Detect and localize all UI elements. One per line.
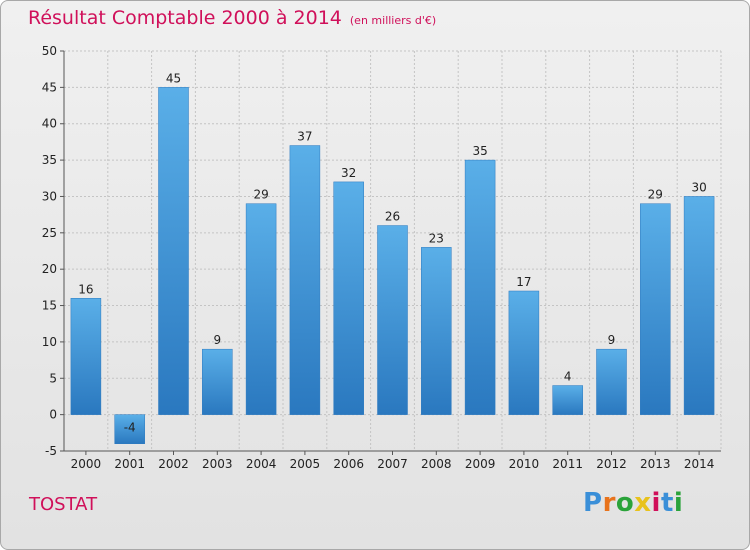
bar bbox=[158, 87, 189, 415]
x-tick-label: 2006 bbox=[333, 457, 364, 471]
x-tick-label: 2009 bbox=[465, 457, 496, 471]
bar bbox=[508, 290, 540, 415]
x-tick-label: 2000 bbox=[71, 457, 102, 471]
proxiti-logo: Proxiti bbox=[583, 488, 683, 518]
x-tick-label: 2002 bbox=[158, 457, 189, 471]
bar bbox=[421, 247, 452, 415]
logo-letter: r bbox=[602, 488, 616, 518]
data-label: 26 bbox=[385, 210, 400, 224]
bar bbox=[596, 348, 627, 415]
data-label: 37 bbox=[297, 130, 312, 144]
data-label: 29 bbox=[648, 188, 663, 202]
x-tick-label: 2003 bbox=[202, 457, 233, 471]
bar bbox=[245, 203, 277, 415]
x-tick-label: 2014 bbox=[684, 457, 715, 471]
data-label: 9 bbox=[213, 333, 221, 347]
bars bbox=[70, 87, 715, 444]
y-tick-label: 40 bbox=[42, 117, 57, 131]
y-tick-label: 20 bbox=[42, 262, 57, 276]
bar bbox=[289, 145, 321, 415]
y-tick-label: 0 bbox=[49, 408, 57, 422]
data-label: 23 bbox=[429, 231, 444, 245]
bar bbox=[683, 196, 715, 415]
data-label: 29 bbox=[253, 188, 268, 202]
x-tick-label: 2007 bbox=[377, 457, 408, 471]
chart-title: Résultat Comptable 2000 à 2014 (en millie… bbox=[28, 7, 436, 29]
logo-letter: i bbox=[673, 488, 684, 518]
data-label: 9 bbox=[608, 333, 616, 347]
logo-letter: i bbox=[651, 488, 661, 518]
data-label: 45 bbox=[166, 71, 181, 85]
y-tick-label: 30 bbox=[42, 189, 57, 203]
title-main: Résultat Comptable 2000 à 2014 bbox=[28, 7, 342, 29]
x-tick-label: 2011 bbox=[552, 457, 583, 471]
bar bbox=[377, 225, 408, 415]
logo-letter: x bbox=[634, 488, 652, 518]
x-tick-label: 2008 bbox=[421, 457, 452, 471]
data-label: 30 bbox=[691, 180, 706, 194]
y-tick-label: 35 bbox=[42, 153, 57, 167]
bar bbox=[640, 203, 671, 415]
data-label: -4 bbox=[124, 421, 136, 435]
y-tick-label: 15 bbox=[42, 299, 57, 313]
bar bbox=[333, 181, 364, 415]
x-tick-label: 2004 bbox=[246, 457, 277, 471]
bar bbox=[70, 298, 102, 415]
x-tick-label: 2012 bbox=[596, 457, 627, 471]
y-tick-label: -5 bbox=[45, 444, 57, 458]
data-labels: 16 -4 45 9 29 37 32 26 23 35 17 4 9 29 30 bbox=[78, 71, 706, 434]
logo-letter: t bbox=[660, 488, 674, 518]
y-tick-label: 45 bbox=[42, 80, 57, 94]
x-tick-label: 2001 bbox=[114, 457, 145, 471]
y-tick-label: 10 bbox=[42, 335, 57, 349]
data-label: 4 bbox=[564, 370, 572, 384]
data-label: 32 bbox=[341, 166, 356, 180]
bar bbox=[202, 348, 233, 415]
town-name: TOSTAT bbox=[29, 494, 98, 515]
y-tick-label: 5 bbox=[49, 371, 57, 385]
data-label: 35 bbox=[472, 144, 487, 158]
y-tick-label: 25 bbox=[42, 226, 57, 240]
bar bbox=[114, 414, 145, 444]
logo-letter: o bbox=[615, 488, 635, 518]
data-label: 16 bbox=[78, 282, 93, 296]
data-label: 17 bbox=[516, 275, 531, 289]
logo-letter: P bbox=[583, 488, 603, 518]
y-tick-label: 50 bbox=[42, 44, 57, 58]
bar bbox=[464, 159, 496, 415]
x-tick-label: 2013 bbox=[640, 457, 671, 471]
x-tick-label: 2005 bbox=[290, 457, 321, 471]
x-tick-label: 2010 bbox=[509, 457, 540, 471]
bar bbox=[552, 385, 583, 415]
axes: -5 0 5 10 15 20 25 30 35 40 45 50 2000 2001 2002 2003 20… bbox=[42, 44, 721, 471]
title-subtitle: (en milliers d'€) bbox=[349, 14, 437, 27]
